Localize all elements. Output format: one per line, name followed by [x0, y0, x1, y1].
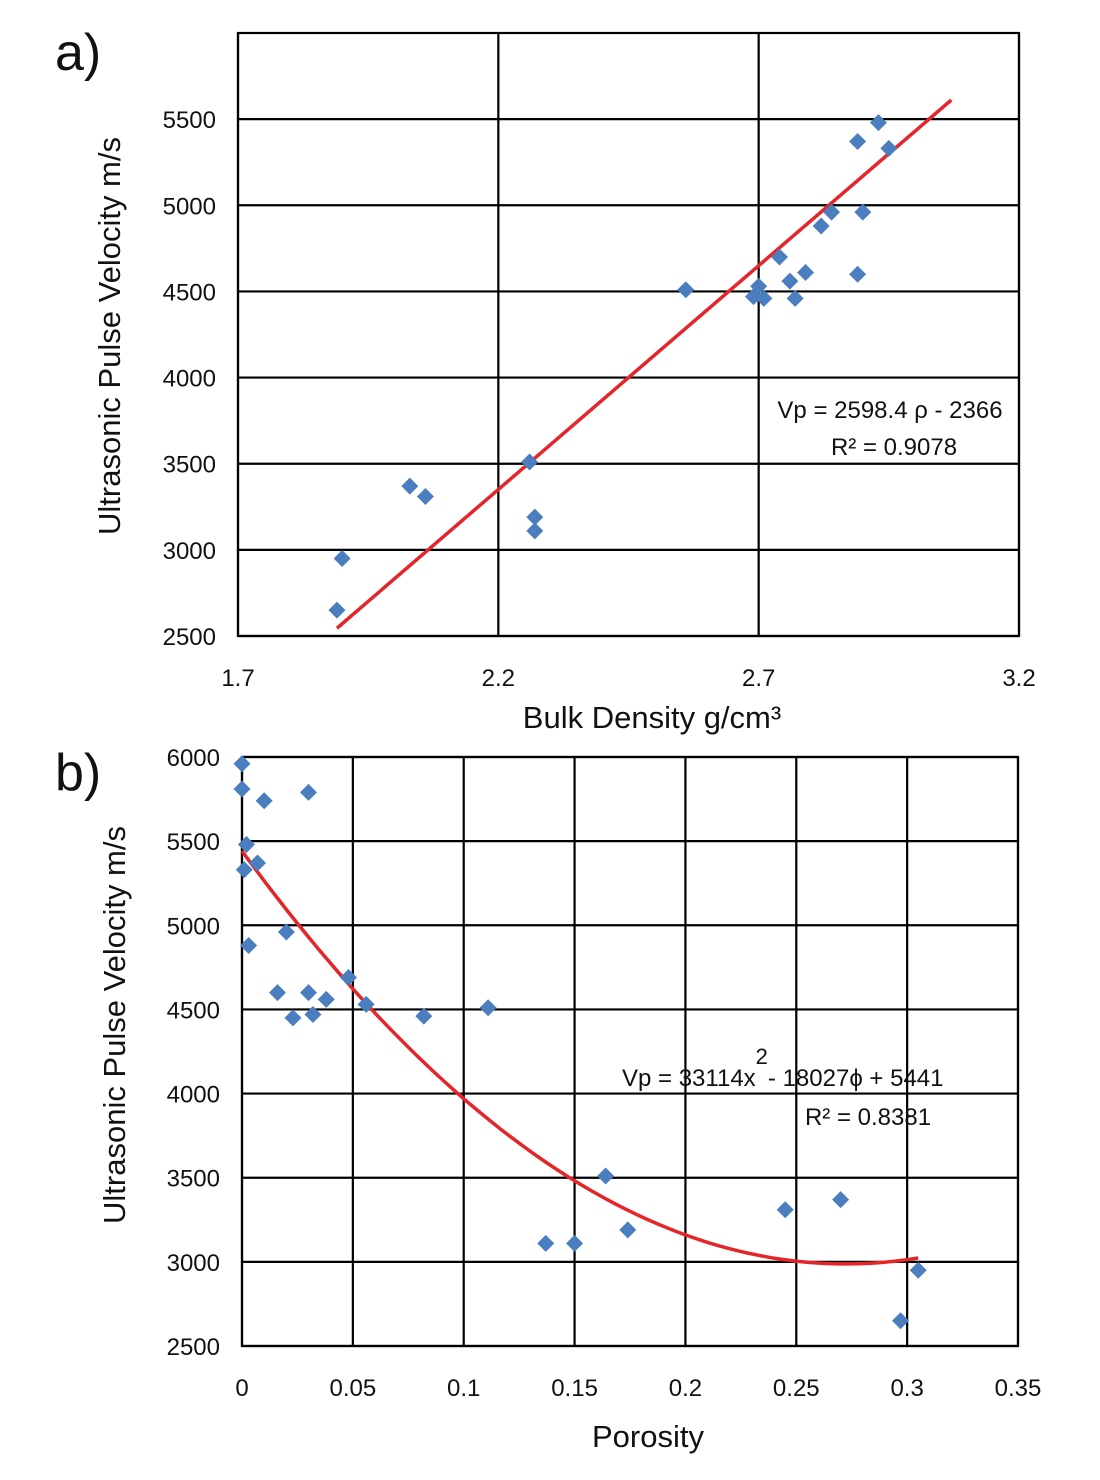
panel-a-data-point	[797, 263, 815, 281]
panel-b-data-point	[233, 755, 251, 773]
panel-a-x-axis-label: Bulk Density g/cm³	[523, 700, 781, 735]
panel-b-x-tick-label: 0.15	[551, 1375, 598, 1402]
panel-b-x-tick-label: 0	[235, 1375, 248, 1402]
panel-a-label: a)	[55, 24, 101, 82]
panel-b-data-point	[235, 861, 253, 879]
panel-b-x-tick-label: 0.2	[669, 1375, 702, 1402]
panel-b-y-tick-label: 4000	[167, 1082, 220, 1109]
panel-a-data-point	[526, 508, 544, 526]
panel-a-data-point	[849, 265, 867, 283]
panel-b-x-tick-label: 0.3	[890, 1375, 923, 1402]
panel-b-x-tick-label: 0.25	[773, 1375, 820, 1402]
panel-b-y-tick-label: 5000	[167, 913, 220, 940]
panel-b-equation-rest: - 18027ϕ + 5441	[768, 1065, 944, 1092]
panel-b-data-point	[909, 1261, 927, 1279]
panel-b-y-tick-label: 3000	[167, 1250, 220, 1277]
panel-b-data-point	[304, 1005, 322, 1023]
panel-b-data-point	[339, 968, 357, 986]
panel-b-y-tick-label: 6000	[167, 745, 220, 772]
panel-b-data-point	[566, 1234, 584, 1252]
panel-a-data-point	[812, 217, 830, 235]
panel-b-equation-exponent: 2	[756, 1044, 768, 1069]
panel-b-data-point	[317, 990, 335, 1008]
panel-a-y-tick-label: 4000	[163, 366, 216, 393]
panel-a-data-point	[401, 477, 419, 495]
panel-a-y-tick-label: 5500	[163, 107, 216, 134]
panel-a-data-point	[755, 289, 773, 307]
panel-b-data-point	[284, 1009, 302, 1027]
panel-b-y-tick-label: 3500	[167, 1166, 220, 1193]
panel-b-data-point	[619, 1221, 637, 1239]
panel-a-r-squared: R² = 0.9078	[831, 434, 957, 461]
panel-b-data-point	[891, 1312, 909, 1330]
panel-b-y-axis-label: Ultrasonic Pulse Velocity m/s	[97, 826, 132, 1224]
panel-b-x-axis-label: Porosity	[592, 1419, 704, 1454]
panel-b-trendline	[240, 850, 919, 1266]
panel-b-y-tick-label: 4500	[167, 997, 220, 1024]
panel-b-r-squared: R² = 0.8381	[805, 1104, 931, 1131]
panel-b-data-point	[237, 836, 255, 854]
panel-b-y-tick-label: 2500	[167, 1334, 220, 1361]
panel-b-equation: Vp = 33114x2- 18027ϕ + 5441	[622, 1044, 944, 1092]
panel-b-plot-frame	[240, 755, 1020, 1348]
panel-b-data-point	[300, 984, 318, 1002]
panel-a-data-point	[849, 133, 867, 151]
panel-b-x-tick-label: 0.05	[329, 1375, 376, 1402]
panel-a-y-tick-label: 5000	[163, 193, 216, 220]
panel-b-data-point	[776, 1201, 794, 1219]
panel-b-x-tick-label: 0.35	[995, 1375, 1042, 1402]
panel-a-data-point	[521, 453, 539, 471]
panel-b-data-point	[255, 792, 273, 810]
panel-b-data-point	[415, 1007, 433, 1025]
panel-a-trendline	[335, 98, 953, 630]
panel-b-equation-main: Vp = 33114x	[622, 1065, 756, 1092]
panel-a-data-point	[854, 203, 872, 221]
panel-a-data-point	[328, 601, 346, 619]
panel-a-data-point	[677, 281, 695, 299]
panel-b: 0 0.05 0.1 0.15 0.2 0.25 0.3 0.35 2500 3000 3500 40…	[55, 744, 1041, 1454]
panel-b-data-point	[832, 1191, 850, 1209]
panel-a-x-tick-label: 3.2	[1002, 665, 1035, 692]
panel-b-data-point	[233, 780, 251, 798]
panel-b-label: b)	[55, 744, 101, 802]
panel-a-data-point	[750, 277, 768, 295]
panel-a-x-tick-label: 2.2	[482, 665, 515, 692]
panel-a-data-point	[333, 549, 351, 567]
panel-b-data-point	[537, 1234, 555, 1252]
panel-b-data-point	[357, 995, 375, 1013]
panel-a-data-point	[823, 203, 841, 221]
panel-a-y-axis-label: Ultrasonic Pulse Velocity m/s	[92, 137, 127, 535]
panel-a-data-point	[880, 139, 898, 157]
panel-b-data-point	[268, 984, 286, 1002]
panel-b-y-tick-label: 5500	[167, 829, 220, 856]
panel-a: 1.7 2.2 2.7 3.2 2500 3000 3500 4000 4500 5000 5500…	[55, 24, 1036, 735]
panel-a-y-tick-label: 4500	[163, 279, 216, 306]
panel-a-y-tick-label: 3000	[163, 538, 216, 565]
panel-a-x-tick-label: 2.7	[742, 665, 775, 692]
panel-b-data-point	[300, 783, 318, 801]
panel-b-data-point	[277, 923, 295, 941]
panel-a-data-point	[526, 522, 544, 540]
panel-a-equation: Vp = 2598.4 ρ - 2366	[777, 397, 1002, 424]
panel-a-plot-frame	[236, 31, 1021, 638]
panel-a-data-point	[786, 289, 804, 307]
panel-b-data-point	[240, 936, 258, 954]
panel-b-data-point	[249, 854, 267, 872]
panel-b-data-point	[597, 1167, 615, 1185]
panel-a-y-tick-label: 3500	[163, 452, 216, 479]
panel-a-data-point	[781, 272, 799, 290]
panel-a-data-point	[770, 248, 788, 266]
panel-a-data-point	[869, 114, 887, 132]
panel-a-data-point	[416, 487, 434, 505]
panel-b-data-point	[479, 999, 497, 1017]
panel-b-x-tick-label: 0.1	[447, 1375, 480, 1402]
panel-a-y-tick-label: 2500	[163, 624, 216, 651]
panel-a-x-tick-label: 1.7	[221, 665, 254, 692]
